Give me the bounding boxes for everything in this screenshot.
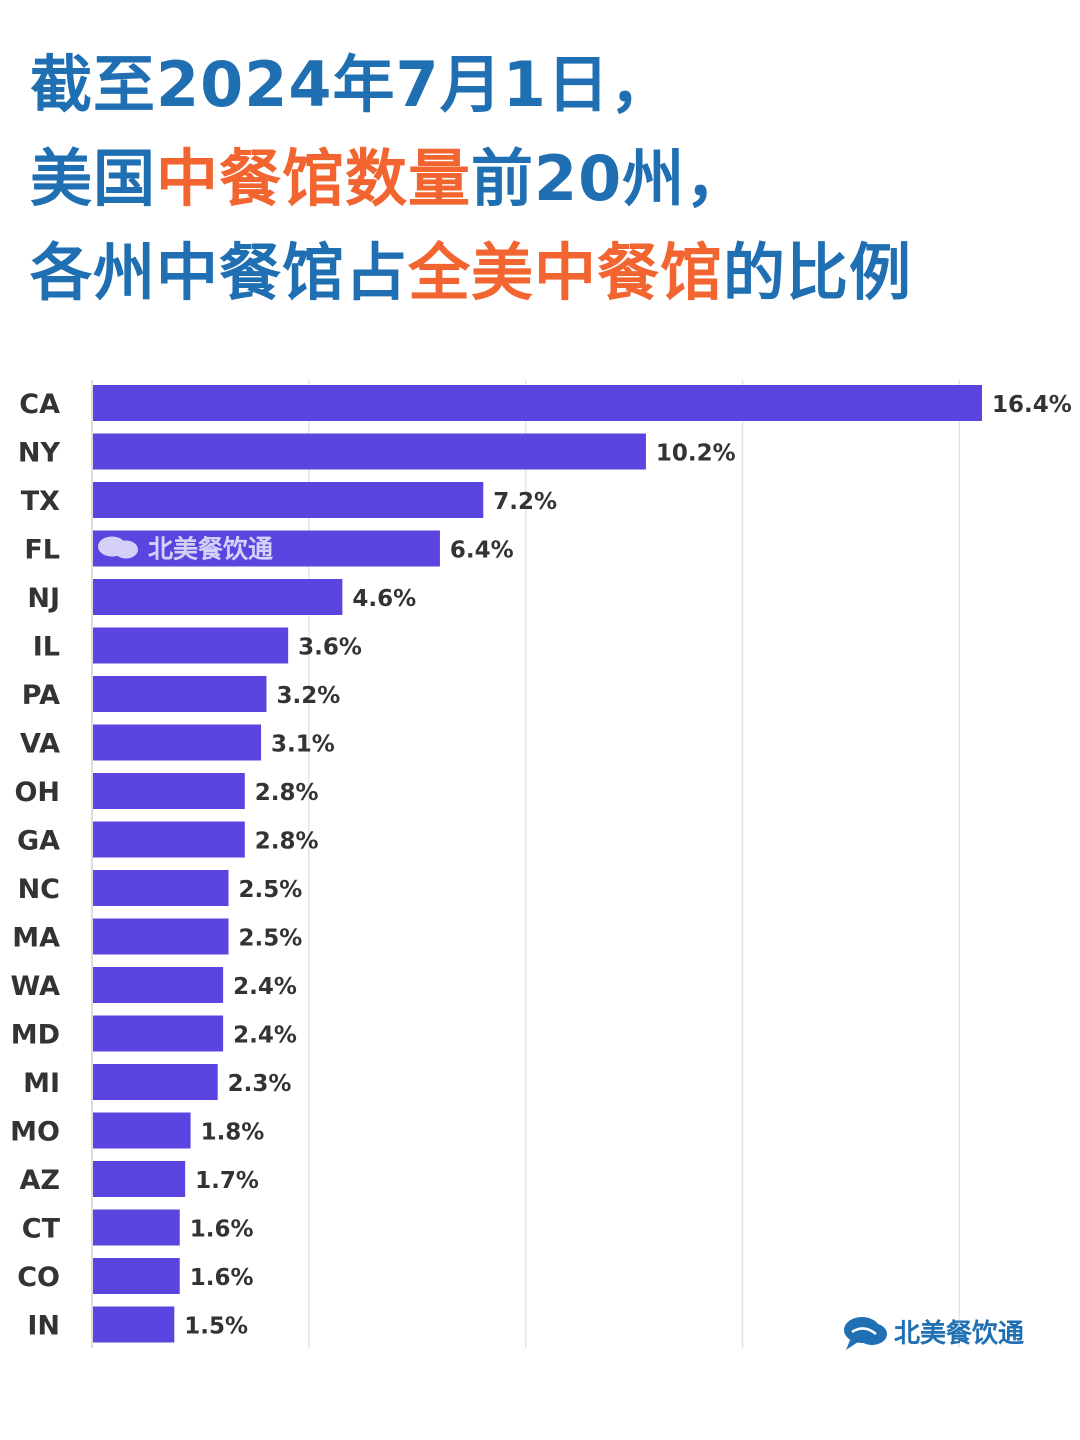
bar-row-oh: OH 2.8% [14, 773, 319, 809]
value-label-md: 2.4% [233, 1023, 297, 1049]
bar-mi [93, 1064, 218, 1100]
bar-il [93, 627, 289, 664]
value-label-co: 1.6% [190, 1265, 254, 1291]
category-label-ny: NY [18, 438, 61, 469]
category-label-va: VA [20, 729, 60, 760]
title-line3-segment-0: 各州中餐馆占 [30, 236, 409, 309]
bar-wa [93, 967, 224, 1003]
category-label-md: MD [11, 1020, 60, 1051]
bar-ma [93, 918, 229, 955]
category-label-ga: GA [17, 826, 60, 857]
bar-ny [93, 433, 646, 470]
value-label-fl: 6.4% [450, 538, 514, 564]
bar-row-nj: NJ 4.6% [27, 579, 416, 615]
bar-row-ma: MA 2.5% [12, 918, 303, 955]
category-label-wa: WA [11, 971, 61, 1002]
bar-row-az: AZ 1.7% [20, 1161, 259, 1197]
category-label-co: CO [17, 1262, 60, 1293]
bar-row-il: IL 3.6% [33, 627, 362, 664]
value-label-il: 3.6% [298, 635, 362, 661]
value-label-az: 1.7% [195, 1168, 259, 1194]
value-label-ma: 2.5% [239, 926, 303, 952]
value-label-in: 1.5% [184, 1314, 248, 1340]
bar-mo [93, 1112, 191, 1149]
value-label-ga: 2.8% [255, 829, 319, 855]
category-label-fl: FL [24, 535, 60, 566]
title-line-1: 截至2024年7月1日， [30, 38, 1060, 132]
bar-nj [93, 579, 343, 615]
bar-row-wa: WA 2.4% [11, 967, 297, 1003]
bar-row-ct: CT 1.6% [22, 1209, 254, 1246]
bar-row-in: IN 1.5% [27, 1306, 248, 1343]
bar-row-nc: NC 2.5% [18, 870, 303, 906]
bar-row-ga: GA 2.8% [17, 821, 319, 858]
title-line-3: 各州中餐馆占全美中餐馆的比例 [30, 226, 1060, 320]
bar-row-mi: MI 2.3% [23, 1064, 291, 1100]
value-label-oh: 2.8% [255, 780, 319, 806]
value-label-va: 3.1% [271, 732, 335, 758]
bar-in [93, 1306, 175, 1343]
bar-row-ny: NY 10.2% [18, 433, 736, 470]
watermark: 北美餐饮通 [98, 535, 273, 564]
bar-co [93, 1258, 180, 1294]
title-line1-segment-0: 截至2024年7月1日， [30, 48, 673, 121]
value-label-ct: 1.6% [190, 1217, 254, 1243]
bar-row-pa: PA 3.2% [22, 676, 340, 712]
bar-row-fl: FL 6.4% [24, 530, 514, 567]
bar-ca [93, 385, 982, 421]
category-label-az: AZ [20, 1165, 60, 1196]
bar-oh [93, 773, 245, 809]
title-line-2: 美国中餐馆数量前20州， [30, 132, 1060, 226]
bar-va [93, 724, 262, 761]
brand-logo: 北美餐饮通 [842, 1312, 1042, 1356]
bar-nc [93, 870, 229, 906]
bar-tx [93, 482, 484, 518]
value-label-tx: 7.2% [493, 489, 557, 515]
title-line2-segment-1: 中餐馆数量 [156, 142, 472, 215]
bar-row-co: CO 1.6% [17, 1258, 254, 1294]
chat-bubble-logo-icon [844, 1317, 887, 1350]
bar-md [93, 1015, 224, 1052]
bar-fl [93, 530, 440, 567]
chart-title: 截至2024年7月1日， 美国中餐馆数量前20州， 各州中餐馆占全美中餐馆的比例 [30, 38, 1060, 320]
category-label-nc: NC [18, 874, 60, 905]
category-label-ct: CT [22, 1214, 61, 1245]
category-label-mi: MI [23, 1068, 60, 1099]
value-label-ny: 10.2% [656, 441, 736, 467]
category-label-in: IN [27, 1311, 60, 1342]
bar-ga [93, 821, 245, 858]
category-label-mo: MO [10, 1117, 60, 1148]
value-label-nc: 2.5% [239, 877, 303, 903]
category-label-oh: OH [14, 777, 60, 808]
category-label-il: IL [33, 632, 60, 663]
bar-chart-svg: CA 16.4% NY 10.2% TX 7.2% FL 6.4% NJ 4.6% IL 3.6% PA… [10, 380, 1072, 1348]
bar-chart: CA 16.4% NY 10.2% TX 7.2% FL 6.4% NJ 4.6% IL 3.6% PA… [0, 370, 1080, 1360]
category-label-nj: NJ [27, 583, 60, 614]
brand-logo-text: 北美餐饮通 [894, 1319, 1025, 1349]
watermark-bubble-icon-2 [114, 540, 138, 559]
category-label-ca: CA [19, 389, 60, 420]
watermark-text: 北美餐饮通 [148, 535, 273, 564]
bar-pa [93, 676, 267, 712]
bar-row-md: MD 2.4% [11, 1015, 297, 1052]
value-label-mi: 2.3% [228, 1071, 292, 1097]
title-line3-segment-1: 全美中餐馆 [408, 236, 724, 309]
bar-row-tx: TX 7.2% [21, 482, 557, 518]
value-label-mo: 1.8% [201, 1120, 265, 1146]
value-label-ca: 16.4% [992, 392, 1072, 418]
title-line2-segment-0: 美国 [30, 142, 157, 215]
title-line2-segment-2: 前20州， [471, 142, 749, 215]
bar-ct [93, 1209, 180, 1246]
value-label-wa: 2.4% [233, 974, 297, 1000]
bar-row-mo: MO 1.8% [10, 1112, 265, 1149]
title-line3-segment-2: 的比例 [723, 236, 913, 309]
value-label-pa: 3.2% [276, 683, 340, 709]
category-label-ma: MA [12, 923, 60, 954]
bar-row-va: VA 3.1% [20, 724, 335, 761]
bar-az [93, 1161, 186, 1197]
category-label-tx: TX [21, 486, 60, 517]
value-label-nj: 4.6% [352, 586, 416, 612]
category-label-pa: PA [22, 680, 60, 711]
bar-row-ca: CA 16.4% [19, 385, 1072, 421]
